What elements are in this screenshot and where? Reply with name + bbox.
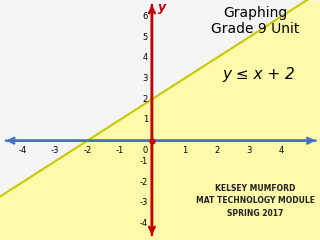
Text: 1: 1 bbox=[182, 146, 187, 155]
Text: 4: 4 bbox=[143, 54, 148, 62]
Text: -2: -2 bbox=[83, 146, 92, 155]
Text: 6: 6 bbox=[143, 12, 148, 21]
Text: -4: -4 bbox=[140, 219, 148, 228]
Text: y ≤ x + 2: y ≤ x + 2 bbox=[222, 67, 295, 82]
Text: -4: -4 bbox=[19, 146, 27, 155]
Text: 2: 2 bbox=[143, 95, 148, 104]
Text: 5: 5 bbox=[143, 33, 148, 42]
Text: 3: 3 bbox=[246, 146, 252, 155]
Text: 4: 4 bbox=[279, 146, 284, 155]
Text: MAT TECHNOLOGY MODULE: MAT TECHNOLOGY MODULE bbox=[196, 196, 315, 205]
Text: y: y bbox=[158, 1, 166, 14]
Text: -3: -3 bbox=[51, 146, 59, 155]
Text: 1: 1 bbox=[143, 115, 148, 125]
Text: 3: 3 bbox=[143, 74, 148, 83]
Text: SPRING 2017: SPRING 2017 bbox=[227, 209, 284, 218]
Text: -3: -3 bbox=[140, 198, 148, 207]
Text: Graphing
Grade 9 Unit: Graphing Grade 9 Unit bbox=[211, 6, 300, 36]
Text: 0: 0 bbox=[143, 146, 148, 155]
Text: KELSEY MUMFORD: KELSEY MUMFORD bbox=[215, 184, 296, 193]
Text: 2: 2 bbox=[214, 146, 219, 155]
Text: x: x bbox=[319, 144, 320, 157]
Text: -1: -1 bbox=[140, 157, 148, 166]
Text: -1: -1 bbox=[116, 146, 124, 155]
Text: -2: -2 bbox=[140, 178, 148, 186]
